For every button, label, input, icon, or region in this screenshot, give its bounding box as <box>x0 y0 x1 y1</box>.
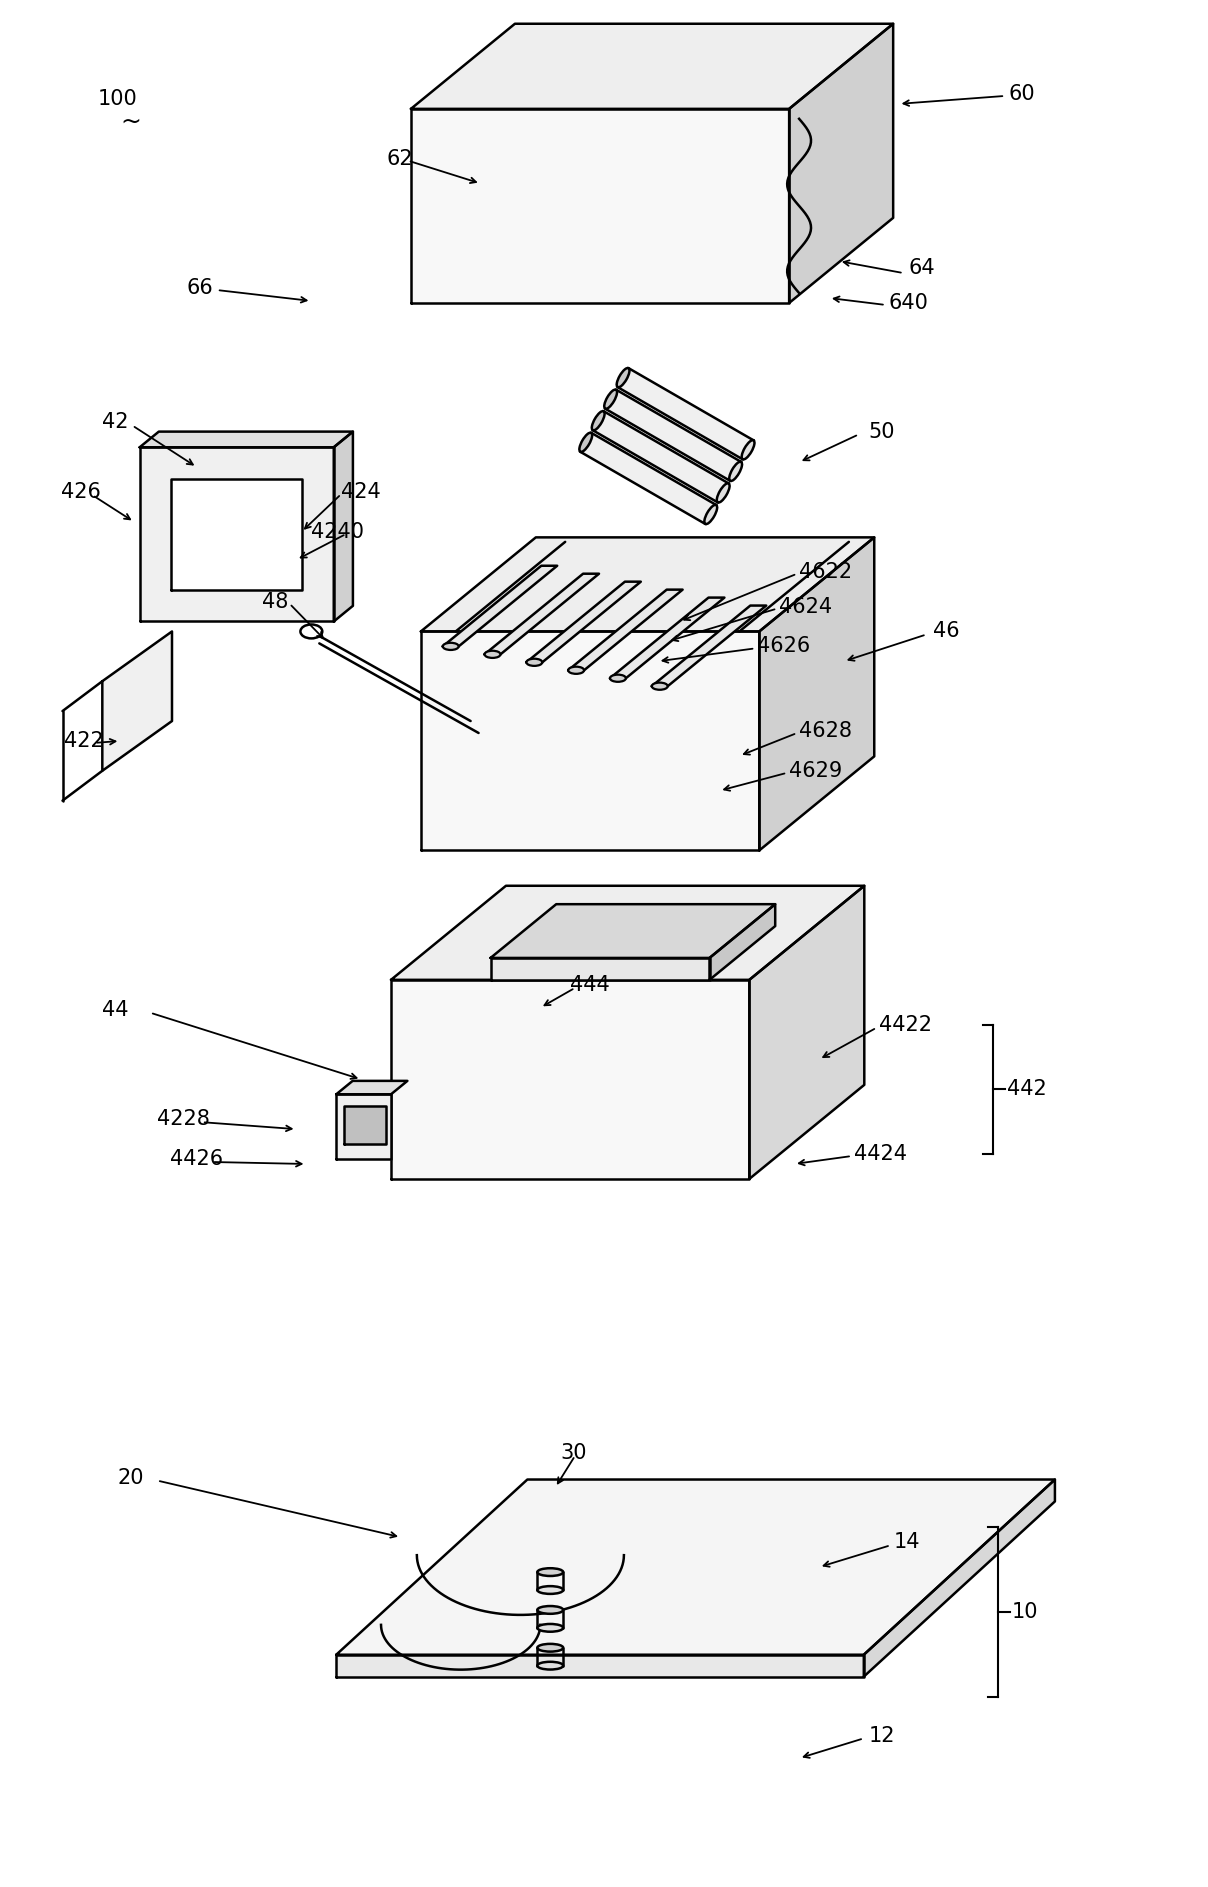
Text: 48: 48 <box>262 593 288 611</box>
Text: 50: 50 <box>869 423 895 442</box>
Polygon shape <box>709 904 776 979</box>
Text: 4626: 4626 <box>757 636 811 657</box>
Ellipse shape <box>568 666 585 674</box>
Ellipse shape <box>610 676 626 681</box>
Text: 4424: 4424 <box>854 1144 907 1164</box>
Ellipse shape <box>742 440 755 459</box>
Polygon shape <box>411 25 893 109</box>
Ellipse shape <box>592 411 605 430</box>
Ellipse shape <box>538 1606 563 1613</box>
Text: 20: 20 <box>117 1468 144 1487</box>
Text: 42: 42 <box>103 413 129 432</box>
Polygon shape <box>580 432 716 525</box>
Text: 4426: 4426 <box>170 1149 223 1170</box>
Polygon shape <box>490 959 709 979</box>
Polygon shape <box>652 606 766 687</box>
Text: 640: 640 <box>889 292 929 313</box>
Polygon shape <box>140 447 333 621</box>
Text: 4624: 4624 <box>779 596 832 617</box>
Polygon shape <box>420 632 760 851</box>
Polygon shape <box>411 109 789 304</box>
Text: 66: 66 <box>187 277 214 298</box>
Text: 426: 426 <box>60 481 100 502</box>
Ellipse shape <box>484 651 500 659</box>
Ellipse shape <box>538 1662 563 1670</box>
Polygon shape <box>336 1094 391 1159</box>
Ellipse shape <box>704 506 718 525</box>
Ellipse shape <box>538 1568 563 1576</box>
Ellipse shape <box>538 1625 563 1632</box>
Text: 10: 10 <box>1012 1602 1039 1623</box>
Text: 4228: 4228 <box>157 1110 210 1128</box>
Polygon shape <box>864 1479 1055 1678</box>
Polygon shape <box>617 368 754 459</box>
Ellipse shape <box>652 683 668 691</box>
Text: 60: 60 <box>1009 83 1035 104</box>
Text: 4240: 4240 <box>312 523 365 542</box>
Ellipse shape <box>538 1587 563 1595</box>
Polygon shape <box>172 479 302 589</box>
Ellipse shape <box>716 483 730 502</box>
Text: 62: 62 <box>387 149 413 168</box>
Polygon shape <box>593 411 728 502</box>
Polygon shape <box>103 632 172 770</box>
Ellipse shape <box>730 462 742 481</box>
Polygon shape <box>140 432 353 447</box>
Polygon shape <box>527 581 640 662</box>
Text: 4622: 4622 <box>800 562 852 581</box>
Text: ~: ~ <box>121 109 141 134</box>
Ellipse shape <box>580 432 592 453</box>
Polygon shape <box>336 1479 1055 1655</box>
Text: 4629: 4629 <box>789 760 842 781</box>
Text: 12: 12 <box>869 1727 895 1745</box>
Polygon shape <box>760 538 875 851</box>
Ellipse shape <box>443 643 459 649</box>
Polygon shape <box>336 1081 407 1094</box>
Polygon shape <box>344 1106 387 1144</box>
Text: 444: 444 <box>570 976 610 994</box>
Polygon shape <box>610 598 725 677</box>
Polygon shape <box>749 885 864 1179</box>
Polygon shape <box>568 589 683 670</box>
Text: 100: 100 <box>98 89 137 109</box>
Polygon shape <box>443 566 557 647</box>
Ellipse shape <box>617 368 629 387</box>
Ellipse shape <box>538 1644 563 1651</box>
Text: 424: 424 <box>341 481 381 502</box>
Text: 46: 46 <box>934 621 960 642</box>
Polygon shape <box>420 538 875 632</box>
Polygon shape <box>391 979 749 1179</box>
Text: 64: 64 <box>908 259 935 277</box>
Polygon shape <box>490 904 776 959</box>
Text: 4422: 4422 <box>878 1015 931 1034</box>
Polygon shape <box>484 574 599 655</box>
Ellipse shape <box>301 625 323 638</box>
Text: 44: 44 <box>103 1000 129 1019</box>
Polygon shape <box>333 432 353 621</box>
Text: 442: 442 <box>1007 1079 1047 1100</box>
Text: 14: 14 <box>894 1532 920 1553</box>
Polygon shape <box>605 391 742 481</box>
Ellipse shape <box>527 659 542 666</box>
Polygon shape <box>789 25 893 304</box>
Polygon shape <box>336 1655 864 1678</box>
Ellipse shape <box>604 389 617 409</box>
Text: 422: 422 <box>64 730 104 751</box>
Polygon shape <box>391 885 864 979</box>
Text: 4628: 4628 <box>800 721 852 742</box>
Text: 30: 30 <box>561 1444 587 1462</box>
